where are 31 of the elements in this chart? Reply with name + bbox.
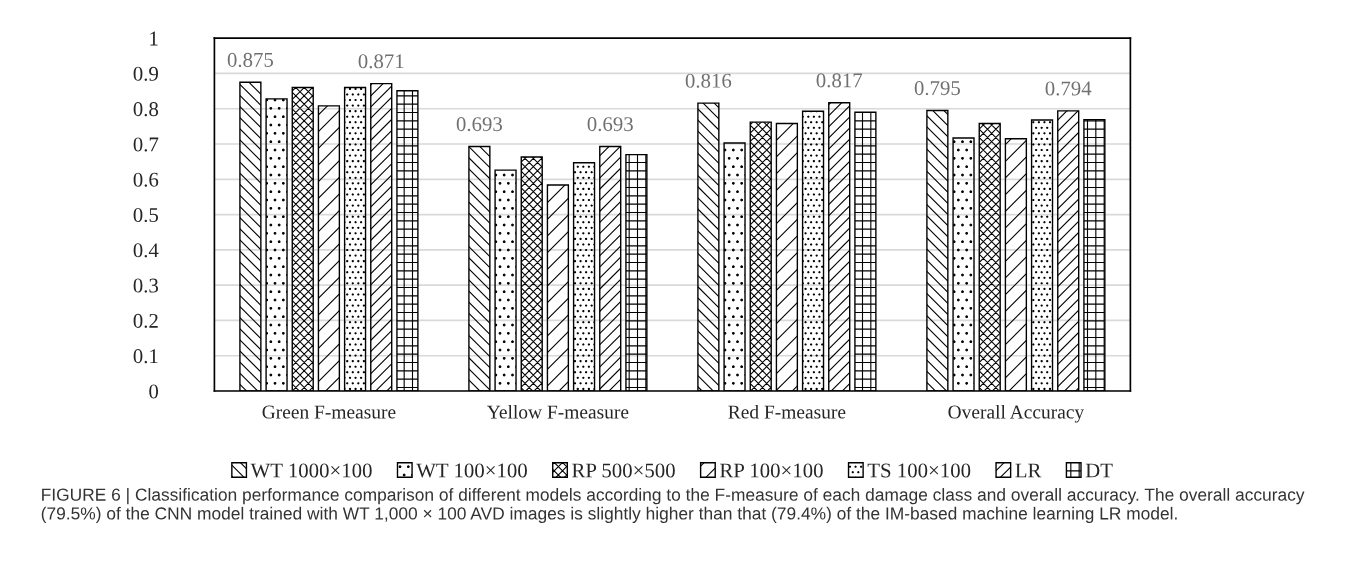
- y-tick-label: 0.3: [133, 278, 159, 293]
- data-label: 0.794: [1045, 81, 1092, 96]
- y-tick-label: 0.8: [133, 102, 159, 117]
- legend-label: DT: [1085, 463, 1113, 478]
- legend-label: WT 1000×100: [250, 463, 372, 478]
- y-tick-label: 0.1: [133, 349, 158, 364]
- x-tick-label: Yellow F-measure: [487, 404, 629, 419]
- x-tick-label: Green F-measure: [262, 405, 396, 419]
- caption: FIGURE 6 | Classification performance comparison of different models according to the F-measure of each damage class and overall accuracy. The overall accuracy (79.5%) of the CNN model trained with WT 1,000 × 100 AVD images is slightly higher than that (79.4%) of the IM-based machine learning LR model.: [41, 488, 1305, 524]
- y-tick-label: 0.7: [133, 137, 159, 152]
- x-tick-label: Overall Accuracy: [948, 404, 1085, 423]
- data-label: 0.816: [685, 73, 732, 88]
- data-label: 0.693: [456, 117, 503, 132]
- data-label: 0.693: [587, 117, 633, 132]
- x-tick-label: Red F-measure: [728, 404, 846, 419]
- y-tick-label: 0.6: [133, 172, 159, 187]
- data-label: 0.795: [914, 81, 960, 96]
- y-tick-label: 1: [150, 31, 158, 46]
- data-label: 0.871: [358, 54, 404, 69]
- y-tick-label: 0.5: [133, 207, 159, 223]
- legend-label: RP 100×100: [719, 463, 823, 478]
- data-label: 0.875: [227, 52, 274, 67]
- legend-label: LR: [1015, 463, 1042, 478]
- legend-label: RP 500×500: [572, 463, 675, 478]
- legend-label: TS 100×100: [867, 463, 971, 478]
- y-tick-label: 0: [149, 384, 159, 399]
- y-tick-label: 0.2: [133, 313, 158, 328]
- legend-label: WT 100×100: [416, 463, 527, 478]
- y-tick-label: 0.4: [133, 243, 159, 258]
- data-label: 0.817: [816, 73, 863, 88]
- y-tick-label: 0.9: [133, 66, 158, 81]
